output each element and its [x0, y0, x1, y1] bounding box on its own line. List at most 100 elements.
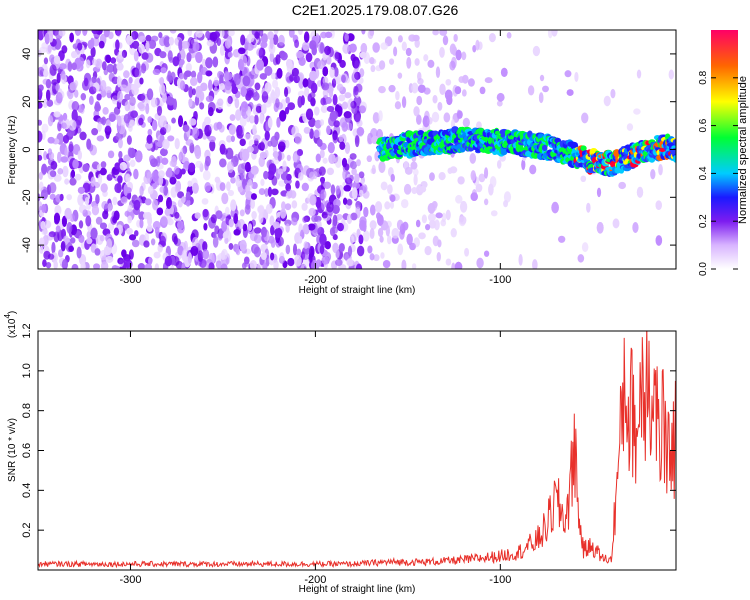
heatmap-cell	[329, 88, 334, 98]
heatmap-cell	[38, 181, 44, 192]
heatmap-cell	[116, 75, 122, 88]
heatmap-cell	[55, 225, 61, 233]
heatmap-cell	[56, 72, 61, 84]
heatmap-cell	[159, 148, 168, 157]
heatmap-cell	[167, 97, 175, 106]
heatmap-cell	[369, 220, 377, 230]
heatmap-cell	[428, 219, 437, 229]
heatmap-cell	[362, 230, 370, 242]
heatmap-cell	[321, 211, 328, 219]
heatmap-cell	[205, 30, 211, 39]
heatmap-cell	[43, 57, 49, 65]
heatmap-cell	[269, 215, 275, 227]
heatmap-cell	[272, 150, 279, 158]
heatmap-cell	[404, 166, 413, 175]
heatmap-cell	[207, 106, 214, 117]
heatmap-cell	[384, 201, 391, 210]
heatmap-cell	[423, 54, 429, 62]
heatmap-cell	[188, 162, 196, 173]
heatmap-cell	[339, 59, 346, 68]
heatmap-cell	[382, 259, 391, 269]
heatmap-cell	[100, 79, 107, 92]
heatmap-cell	[51, 241, 56, 254]
heatmap-cell	[96, 163, 102, 171]
heatmap-cell	[243, 260, 250, 267]
heatmap-cell	[181, 196, 186, 204]
heatmap-cell	[85, 59, 91, 69]
heatmap-cell	[128, 147, 136, 159]
heatmap-cell	[159, 235, 166, 246]
heatmap-cell	[406, 56, 412, 69]
heatmap-cell	[151, 170, 160, 183]
heatmap-cell	[188, 118, 197, 126]
heatmap-cell	[272, 145, 277, 153]
heatmap-cell	[341, 74, 346, 83]
heatmap-cell	[358, 189, 364, 197]
heatmap-cell	[476, 257, 484, 269]
heatmap-cell	[38, 101, 43, 109]
heatmap-cell	[288, 30, 295, 38]
heatmap-cell	[435, 212, 443, 219]
heatmap-cell	[596, 187, 602, 198]
heatmap-cell	[43, 151, 48, 161]
heatmap-cell	[421, 214, 428, 224]
heatmap-cell	[445, 209, 451, 221]
heatmap-cell	[126, 227, 133, 235]
heatmap-cell	[326, 167, 335, 176]
heatmap-cell	[224, 206, 230, 217]
heatmap-cell	[66, 222, 73, 234]
heatmap-cell	[205, 155, 211, 167]
heatmap-cell	[440, 219, 447, 227]
heatmap-cell	[150, 35, 159, 42]
heatmap-cell	[252, 91, 260, 101]
heatmap-cell	[190, 70, 197, 79]
heatmap-cell	[181, 249, 188, 262]
heatmap-cell	[275, 98, 280, 109]
heatmap-cell	[453, 33, 458, 42]
heatmap-cell	[62, 134, 70, 144]
heatmap-cell	[38, 171, 43, 180]
heatmap-cell	[418, 185, 427, 193]
heatmap-cell	[596, 221, 604, 234]
heatmap-cell	[324, 45, 331, 56]
heatmap-cell	[261, 226, 268, 238]
heatmap-cell	[180, 168, 186, 175]
heatmap-cell	[192, 41, 200, 52]
heatmap-ylabel: Frequency (Hz)	[7, 116, 18, 185]
heatmap-cell	[185, 139, 194, 146]
heatmap-cell	[270, 225, 275, 236]
heatmap-cell	[90, 46, 96, 58]
heatmap-cell	[310, 97, 316, 107]
heatmap-cell	[121, 249, 127, 258]
heatmap-cell	[566, 89, 574, 96]
line-axes: -300 -200 -100 0.2 0.4 0.6 0.8 1.0 1.2	[21, 323, 676, 586]
heatmap-cell	[272, 221, 280, 229]
heatmap-cell	[483, 198, 489, 206]
heatmap-cell	[532, 259, 538, 269]
heatmap-cell	[150, 97, 158, 108]
heatmap-cell	[257, 142, 266, 151]
heatmap-cell	[140, 63, 147, 74]
heatmap-cell	[187, 252, 192, 264]
heatmap-cell	[152, 119, 158, 131]
heatmap-cell	[216, 98, 224, 107]
heatmap-cell	[316, 60, 325, 70]
heatmap-cell	[78, 234, 85, 243]
heatmap-cell	[361, 30, 366, 35]
heatmap-cell	[269, 37, 274, 50]
heatmap-cell	[249, 115, 255, 124]
heatmap-cell	[260, 34, 266, 44]
heatmap-cell	[273, 259, 279, 269]
heatmap-cell	[229, 114, 236, 121]
heatmap-cell	[246, 146, 254, 153]
heatmap-cell	[380, 252, 385, 259]
heatmap-cell	[212, 56, 219, 68]
heatmap-cell	[111, 265, 119, 269]
heatmap-cell	[177, 115, 184, 128]
heatmap-cell	[194, 147, 202, 159]
line-yexponent: (x104)	[3, 311, 18, 338]
heatmap-cell	[356, 245, 365, 257]
heatmap-cell	[133, 50, 139, 62]
heatmap-cell	[138, 117, 144, 126]
heatmap-cell	[195, 51, 203, 64]
